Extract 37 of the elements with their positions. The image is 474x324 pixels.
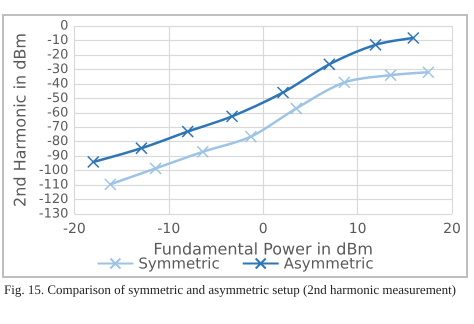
y-tick-label: -50: [47, 90, 68, 106]
y-tick-label: -70: [47, 120, 68, 135]
point: [422, 66, 435, 79]
point: [384, 68, 397, 82]
y-tick-label: -120: [38, 192, 68, 208]
point: [87, 156, 100, 168]
caption: Fig. 15. Comparison of symmetric and asymmetric setup (2nd harmonic measurement): [4, 281, 458, 298]
y-tick-label: -90: [47, 148, 68, 164]
y-tick-label: -40: [47, 76, 68, 92]
y-tick-label: -20: [47, 47, 68, 62]
y-tick-label: -100: [38, 163, 68, 178]
y-tick-label: -110: [38, 178, 68, 193]
y-tick-label: -60: [47, 105, 68, 120]
x-tick-label: -20: [62, 221, 86, 237]
y-axis-title: 2nd Harmonic in dBm: [10, 33, 30, 207]
y-tick-label: -80: [47, 134, 68, 150]
x-tick-label: 0: [258, 221, 268, 237]
y-tick-label: -130: [38, 206, 68, 222]
point: [135, 142, 148, 154]
point: [323, 58, 336, 71]
y-tick-label: 0: [60, 18, 68, 34]
point: [369, 38, 382, 52]
point: [338, 76, 351, 89]
x-tick-label: 10: [348, 221, 367, 237]
point: [196, 146, 210, 158]
point: [104, 178, 117, 191]
point: [290, 102, 302, 115]
y-tick-label: -10: [47, 32, 68, 48]
point: [181, 125, 194, 138]
point: [226, 110, 238, 123]
point: [149, 162, 162, 175]
point: [276, 86, 290, 99]
x-tick-label: -10: [157, 221, 180, 237]
x-tick-label: 20: [443, 221, 461, 237]
y-tick-label: -30: [47, 62, 68, 77]
point: [407, 32, 420, 44]
point: [244, 130, 258, 143]
